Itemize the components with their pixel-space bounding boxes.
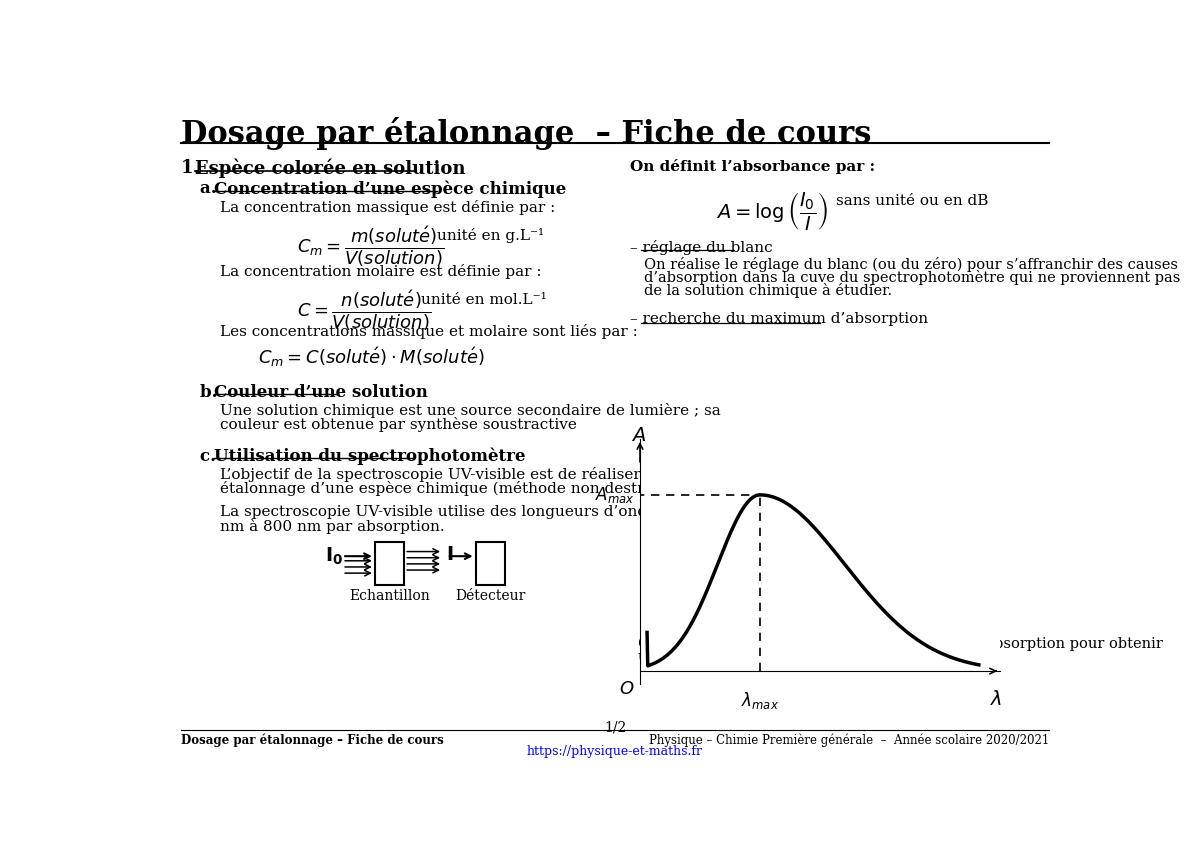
Text: Concentration d’une espèce chimique: Concentration d’une espèce chimique [214,181,566,198]
Text: 1/2: 1/2 [604,720,626,734]
Text: sans unité ou en dB: sans unité ou en dB [836,194,989,208]
Text: Une solution chimique est une source secondaire de lumière ; sa: Une solution chimique est une source sec… [220,403,720,418]
Text: $C_m = C\left(solut\acute{e}\right) \cdot M\left(solut\acute{e}\right)$: $C_m = C\left(solut\acute{e}\right) \cdo… [258,346,485,369]
Text: $\lambda_{max}$: $\lambda_{max}$ [742,690,779,711]
Text: La spectroscopie UV-visible utilise des longueurs d’onde allant de 200: La spectroscopie UV-visible utilise des … [220,505,762,520]
Text: $\lambda$: $\lambda$ [990,690,1003,710]
Text: 1.: 1. [181,159,206,177]
Text: On définit l’absorbance par :: On définit l’absorbance par : [630,159,876,174]
Text: $A = \log\left(\dfrac{I_0}{I}\right)$: $A = \log\left(\dfrac{I_0}{I}\right)$ [715,189,828,232]
Text: $O$: $O$ [619,680,635,698]
Text: b.: b. [200,384,223,401]
Text: unité en mol.L⁻¹: unité en mol.L⁻¹ [421,293,547,306]
Text: nm à 800 nm par absorption.: nm à 800 nm par absorption. [220,520,444,534]
Text: Détecteur: Détecteur [455,588,526,603]
Text: Utilisation du spectrophotomètre: Utilisation du spectrophotomètre [214,447,526,465]
Text: L’objectif de la spectroscopie UV-visible est de réaliser un dosage par: L’objectif de la spectroscopie UV-visibl… [220,467,755,482]
Text: $\mathbf{I_0}$: $\mathbf{I_0}$ [325,546,343,567]
Text: couleur est obtenue par synthèse soustractive: couleur est obtenue par synthèse soustra… [220,417,577,432]
Text: On réalise le réglage du blanc (ou du zéro) pour s’affranchir des causes: On réalise le réglage du blanc (ou du zé… [644,256,1178,272]
Text: Les concentrations massique et molaire sont liés par :: Les concentrations massique et molaire s… [220,323,637,339]
Text: – réglage du blanc: – réglage du blanc [630,239,773,255]
Text: étalonnage d’une espèce chimique (méthode non destructive).: étalonnage d’une espèce chimique (méthod… [220,481,702,496]
Text: Dosage par étalonnage – Fiche de cours: Dosage par étalonnage – Fiche de cours [181,734,444,747]
Text: On règle le spectrophotomètre au maximum d’absorption pour obtenir: On règle le spectrophotomètre au maximum… [638,636,1163,651]
Text: Couleur d’une solution: Couleur d’une solution [214,384,427,401]
Text: d’absorption dans la cuve du spectrophotomètre qui ne proviennent pas: d’absorption dans la cuve du spectrophot… [644,270,1181,284]
Text: $C = \dfrac{n\left(solut\acute{e}\right)}{V\left(solution\right)}$: $C = \dfrac{n\left(solut\acute{e}\right)… [298,289,432,334]
Text: La concentration massique est définie par :: La concentration massique est définie pa… [220,200,556,215]
Text: Echantillon: Echantillon [349,588,430,603]
Text: c.: c. [200,447,222,464]
Text: La concentration molaire est définie par :: La concentration molaire est définie par… [220,264,541,279]
Text: unité en g.L⁻¹: unité en g.L⁻¹ [437,228,544,243]
Text: Physique – Chimie Première générale  –  Année scolaire 2020/2021: Physique – Chimie Première générale – An… [649,734,1049,747]
Text: https://physique-et-maths.fr: https://physique-et-maths.fr [527,745,703,758]
Text: $C_m = \dfrac{m\left(solut\acute{e}\right)}{V\left(solution\right)}$: $C_m = \dfrac{m\left(solut\acute{e}\righ… [298,224,444,269]
Text: Espèce colorée en solution: Espèce colorée en solution [194,159,466,178]
FancyBboxPatch shape [475,543,505,585]
Text: – recherche du maximum d’absorption: – recherche du maximum d’absorption [630,312,929,326]
Text: $A_{max}$: $A_{max}$ [595,485,635,505]
FancyBboxPatch shape [374,543,404,585]
Text: a.: a. [200,181,223,198]
Text: $\mathbf{I}$: $\mathbf{I}$ [446,546,454,565]
Text: Dosage par étalonnage  – Fiche de cours: Dosage par étalonnage – Fiche de cours [181,116,871,149]
Text: de la solution chimique à étudier.: de la solution chimique à étudier. [644,283,893,298]
Text: un maximum de précision lors du dosage: un maximum de précision lors du dosage [638,649,943,665]
Text: $A$: $A$ [631,426,646,446]
